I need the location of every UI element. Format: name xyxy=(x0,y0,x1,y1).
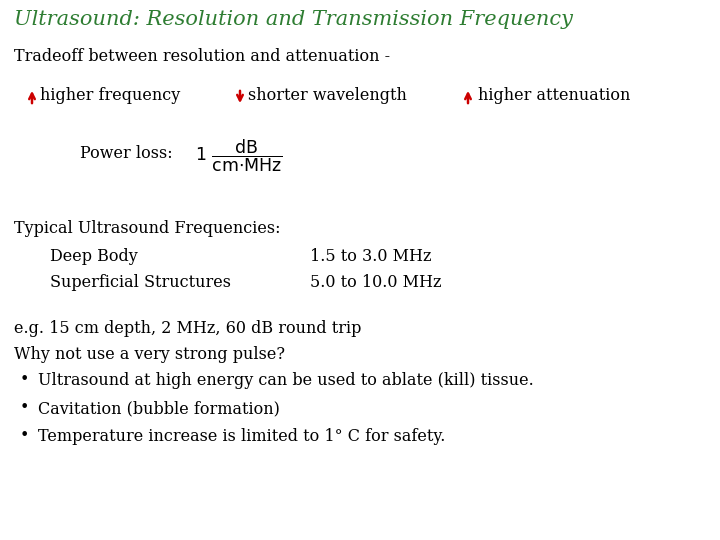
Text: Power loss:: Power loss: xyxy=(80,145,173,162)
Text: $1\ \dfrac{\mathrm{dB}}{\mathrm{cm{\cdot}MHz}}$: $1\ \dfrac{\mathrm{dB}}{\mathrm{cm{\cdot… xyxy=(195,138,283,174)
Text: 5.0 to 10.0 MHz: 5.0 to 10.0 MHz xyxy=(310,274,441,291)
Text: Tradeoff between resolution and attenuation -: Tradeoff between resolution and attenuat… xyxy=(14,48,390,65)
Text: higher frequency: higher frequency xyxy=(40,86,180,104)
Text: e.g. 15 cm depth, 2 MHz, 60 dB round trip: e.g. 15 cm depth, 2 MHz, 60 dB round tri… xyxy=(14,320,361,337)
Text: shorter wavelength: shorter wavelength xyxy=(248,86,407,104)
Text: Why not use a very strong pulse?: Why not use a very strong pulse? xyxy=(14,346,285,363)
Text: Superficial Structures: Superficial Structures xyxy=(50,274,231,291)
Text: Ultrasound at high energy can be used to ablate (kill) tissue.: Ultrasound at high energy can be used to… xyxy=(38,372,534,389)
Text: 1.5 to 3.0 MHz: 1.5 to 3.0 MHz xyxy=(310,248,431,265)
Text: Typical Ultrasound Frequencies:: Typical Ultrasound Frequencies: xyxy=(14,220,281,237)
Text: Temperature increase is limited to 1° C for safety.: Temperature increase is limited to 1° C … xyxy=(38,428,446,445)
Text: Deep Body: Deep Body xyxy=(50,248,138,265)
Text: •: • xyxy=(20,400,30,415)
Text: Ultrasound: Resolution and Transmission Frequency: Ultrasound: Resolution and Transmission … xyxy=(14,10,573,29)
Text: •: • xyxy=(20,428,30,443)
Text: •: • xyxy=(20,372,30,387)
Text: Cavitation (bubble formation): Cavitation (bubble formation) xyxy=(38,400,280,417)
Text: higher attenuation: higher attenuation xyxy=(478,86,631,104)
